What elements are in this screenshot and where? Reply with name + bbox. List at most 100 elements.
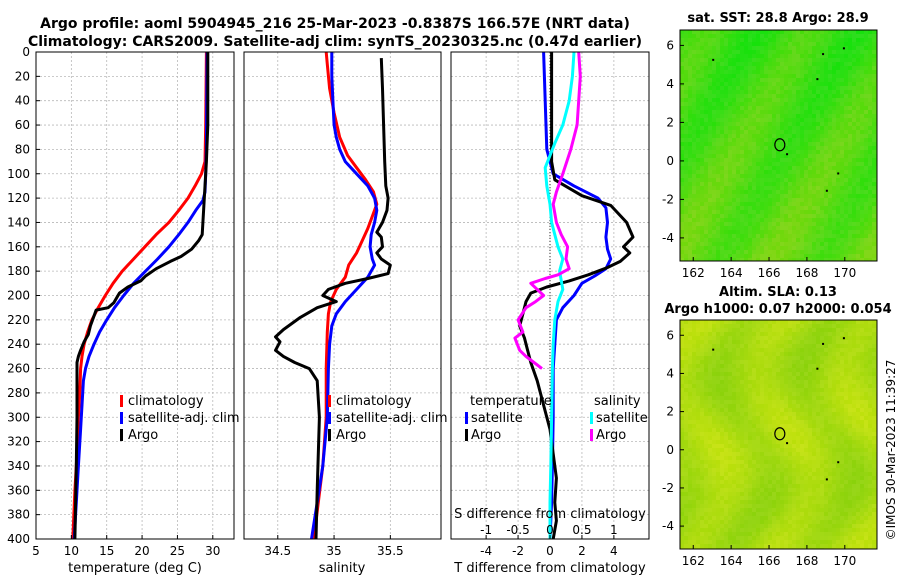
- heatmap-cell: [696, 62, 701, 67]
- heatmap-cell: [684, 436, 689, 441]
- heatmap-cell: [820, 456, 825, 461]
- heatmap-cell: [712, 242, 717, 247]
- heatmap-cell: [744, 206, 749, 211]
- heatmap-cell: [812, 332, 817, 337]
- heatmap-cell: [812, 320, 817, 325]
- heatmap-cell: [760, 444, 765, 449]
- heatmap-cell: [824, 368, 829, 373]
- heatmap-cell: [760, 186, 765, 191]
- heatmap-cell: [812, 392, 817, 397]
- heatmap-cell: [704, 98, 709, 103]
- heatmap-cell: [848, 130, 853, 135]
- heatmap-cell: [808, 134, 813, 139]
- heatmap-cell: [744, 198, 749, 203]
- heatmap-cell: [724, 74, 729, 79]
- heatmap-cell: [700, 416, 705, 421]
- heatmap-cell: [768, 34, 773, 39]
- heatmap-cell: [820, 392, 825, 397]
- heatmap-cell: [716, 368, 721, 373]
- heatmap-cell: [796, 380, 801, 385]
- heatmap-cell: [788, 384, 793, 389]
- heatmap-cell: [872, 368, 877, 373]
- heatmap-cell: [816, 404, 821, 409]
- heatmap-cell: [748, 106, 753, 111]
- heatmap-cell: [812, 404, 817, 409]
- heatmap-cell: [700, 98, 705, 103]
- heatmap-cell: [784, 324, 789, 329]
- heatmap-cell: [704, 46, 709, 51]
- heatmap-cell: [724, 432, 729, 437]
- heatmap-cell: [860, 412, 865, 417]
- heatmap-cell: [824, 328, 829, 333]
- heatmap-cell: [856, 452, 861, 457]
- heatmap-cell: [800, 78, 805, 83]
- heatmap-cell: [696, 138, 701, 143]
- heatmap-cell: [872, 428, 877, 433]
- heatmap-cell: [712, 230, 717, 235]
- heatmap-cell: [708, 110, 713, 115]
- heatmap-cell: [776, 86, 781, 91]
- heatmap-cell: [868, 186, 873, 191]
- heatmap-cell: [820, 78, 825, 83]
- heatmap-cell: [688, 436, 693, 441]
- heatmap-cell: [860, 230, 865, 235]
- heatmap-cell: [796, 324, 801, 329]
- heatmap-cell: [792, 424, 797, 429]
- heatmap-cell: [708, 170, 713, 175]
- heatmap-cell: [808, 364, 813, 369]
- heatmap-cell: [712, 74, 717, 79]
- heatmap-cell: [752, 242, 757, 247]
- heatmap-cell: [768, 202, 773, 207]
- heatmap-cell: [756, 440, 761, 445]
- heatmap-cell: [808, 158, 813, 163]
- heatmap-cell: [760, 440, 765, 445]
- heatmap-cell: [812, 210, 817, 215]
- heatmap-cell: [736, 460, 741, 465]
- heatmap-cell: [796, 242, 801, 247]
- heatmap-cell: [780, 206, 785, 211]
- heatmap-cell: [764, 90, 769, 95]
- heatmap-cell: [764, 38, 769, 43]
- heatmap-cell: [776, 392, 781, 397]
- heatmap-cell: [756, 142, 761, 147]
- heatmap-cell: [756, 190, 761, 195]
- heatmap-cell: [772, 134, 777, 139]
- heatmap-cell: [732, 194, 737, 199]
- heatmap-cell: [796, 238, 801, 243]
- heatmap-cell: [684, 186, 689, 191]
- heatmap-cell: [776, 50, 781, 55]
- heatmap-cell: [808, 66, 813, 71]
- heatmap-cell: [796, 364, 801, 369]
- heatmap-cell: [680, 246, 685, 251]
- heatmap-cell: [848, 392, 853, 397]
- heatmap-cell: [856, 162, 861, 167]
- heatmap-cell: [764, 110, 769, 115]
- heatmap-cell: [828, 408, 833, 413]
- heatmap-cell: [680, 258, 685, 261]
- heatmap-cell: [816, 348, 821, 353]
- y-tick-label: 400: [7, 532, 30, 546]
- heatmap-cell: [792, 404, 797, 409]
- heatmap-cell: [864, 388, 869, 393]
- heatmap-cell: [760, 154, 765, 159]
- heatmap-cell: [684, 166, 689, 171]
- heatmap-cell: [868, 424, 873, 429]
- heatmap-cell: [688, 146, 693, 151]
- heatmap-cell: [784, 428, 789, 433]
- heatmap-cell: [816, 210, 821, 215]
- heatmap-cell: [792, 250, 797, 255]
- heatmap-cell: [728, 34, 733, 39]
- heatmap-cell: [812, 62, 817, 67]
- heatmap-cell: [796, 42, 801, 47]
- heatmap-cell: [736, 186, 741, 191]
- heatmap-cell: [848, 336, 853, 341]
- heatmap-cell: [700, 130, 705, 135]
- heatmap-cell: [832, 62, 837, 67]
- heatmap-cell: [692, 66, 697, 71]
- heatmap-cell: [868, 210, 873, 215]
- heatmap-cell: [832, 34, 837, 39]
- heatmap-cell: [752, 126, 757, 131]
- heatmap-cell: [728, 328, 733, 333]
- heatmap-cell: [728, 452, 733, 457]
- heatmap-cell: [864, 94, 869, 99]
